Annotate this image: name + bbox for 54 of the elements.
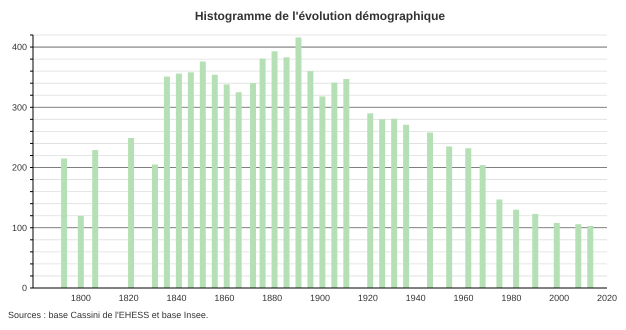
- bar: [379, 119, 386, 288]
- bar: [295, 37, 302, 288]
- x-tick-label: 2000: [549, 293, 570, 303]
- x-tick-label: 1920: [358, 293, 378, 303]
- bar: [331, 82, 338, 288]
- bar: [319, 96, 326, 288]
- bar: [78, 216, 84, 288]
- bar: [513, 210, 520, 288]
- bar: [200, 62, 206, 288]
- bar: [532, 214, 538, 288]
- bar: [128, 138, 134, 288]
- x-tick-label: 2020: [596, 293, 618, 303]
- bar: [403, 124, 410, 288]
- bar: [367, 113, 374, 288]
- x-tick-label: 1900: [310, 293, 330, 303]
- bar: [575, 224, 582, 288]
- bar: [272, 51, 278, 288]
- y-tick-label: 0: [22, 283, 27, 294]
- bar: [152, 164, 158, 288]
- bar: [224, 84, 230, 288]
- bar: [391, 118, 398, 288]
- chart-title: Histogramme de l'évolution démographique: [194, 9, 446, 23]
- bar: [92, 150, 98, 288]
- bar: [480, 165, 486, 288]
- x-tick-label: 1940: [406, 293, 426, 303]
- bar: [284, 57, 290, 288]
- bar: [164, 76, 170, 288]
- bar: [496, 199, 502, 288]
- y-tick-label: 200: [12, 162, 27, 173]
- x-tick-label: 1800: [70, 293, 91, 303]
- bar: [250, 83, 256, 288]
- bar: [61, 158, 68, 288]
- y-tick-label: 400: [12, 42, 27, 52]
- bar: [427, 132, 434, 288]
- x-tick-label: 1880: [262, 293, 282, 303]
- source-note: Sources : base Cassini de l'EHESS et base Insee.: [8, 310, 208, 320]
- bar: [587, 226, 594, 288]
- x-tick-label: 1960: [453, 293, 474, 303]
- bar: [260, 58, 266, 288]
- x-tick-label: 1980: [501, 293, 522, 303]
- bar: [554, 222, 560, 288]
- x-tick-label: 1860: [214, 293, 234, 303]
- bar: [236, 92, 242, 288]
- bar: [188, 72, 194, 288]
- bar: [307, 71, 314, 288]
- bar: [343, 78, 350, 288]
- x-tick-label: 1840: [166, 293, 187, 303]
- x-tick-label: 1820: [118, 293, 139, 303]
- y-tick-label: 100: [12, 222, 27, 233]
- bar: [465, 148, 472, 288]
- y-tick-label: 300: [12, 102, 27, 112]
- bar: [446, 146, 452, 288]
- bar: [176, 74, 182, 288]
- bar: [212, 74, 218, 288]
